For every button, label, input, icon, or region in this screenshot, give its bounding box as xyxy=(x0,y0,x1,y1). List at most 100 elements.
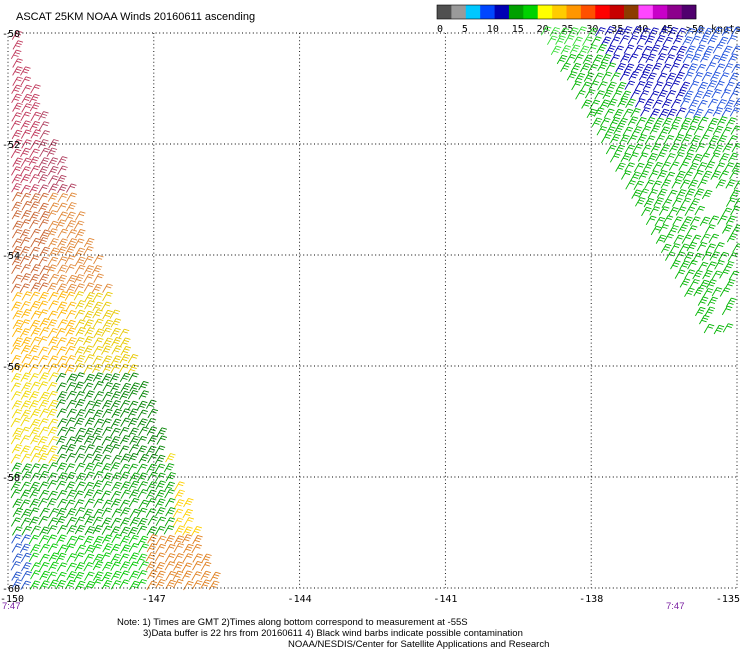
wind-barb xyxy=(663,233,674,243)
wind-barb xyxy=(128,570,140,581)
wind-barb xyxy=(28,507,40,517)
wind-barb xyxy=(208,580,220,590)
wind-barb xyxy=(128,497,140,508)
wind-barb xyxy=(56,571,67,582)
wind-barb xyxy=(29,184,40,194)
wind-barb xyxy=(83,453,94,464)
wind-barb xyxy=(92,409,104,420)
wind-barb xyxy=(165,507,176,517)
wind-barb xyxy=(712,144,724,155)
wind-barb xyxy=(648,170,659,180)
wind-barb xyxy=(38,111,49,121)
wind-barb xyxy=(668,206,679,217)
legend-swatch xyxy=(667,5,682,19)
wind-barb xyxy=(66,373,78,383)
wind-barb xyxy=(56,283,68,293)
wind-barb xyxy=(662,215,674,225)
wind-barb xyxy=(21,84,32,95)
wind-barb xyxy=(641,45,653,56)
wind-barb xyxy=(566,71,578,81)
wind-barb xyxy=(92,372,104,382)
wind-barb xyxy=(46,319,58,329)
wind-barb xyxy=(620,152,632,163)
wind-barb xyxy=(11,471,22,482)
wind-barb xyxy=(28,534,40,545)
wind-barb xyxy=(705,62,717,72)
wind-barb xyxy=(56,435,67,446)
wind-barb xyxy=(210,571,221,582)
wind-barb xyxy=(556,54,568,65)
wind-barb xyxy=(19,426,31,437)
wind-barb xyxy=(30,408,41,419)
wind-barb xyxy=(147,408,159,419)
wind-barb xyxy=(615,81,627,92)
wind-barb xyxy=(111,570,122,581)
wind-barb xyxy=(102,391,113,402)
wind-barb xyxy=(83,310,94,321)
wind-barb xyxy=(101,507,113,517)
wind-barb xyxy=(574,72,586,83)
wind-barb xyxy=(136,553,148,563)
wind-barb xyxy=(92,427,103,438)
wind-barb xyxy=(182,570,193,580)
wind-barb xyxy=(74,516,86,526)
wind-barb xyxy=(56,408,68,418)
wind-barb xyxy=(665,89,677,100)
longitude-label: -150 xyxy=(0,594,24,605)
wind-barb xyxy=(703,323,715,334)
legend-swatch xyxy=(595,5,610,19)
wind-barb xyxy=(21,508,32,519)
wind-barb xyxy=(47,462,59,472)
wind-barb xyxy=(581,99,592,109)
wind-barb xyxy=(83,255,94,266)
wind-barb xyxy=(30,193,41,203)
wind-barb xyxy=(605,144,617,155)
wind-barb xyxy=(46,381,58,392)
wind-barb xyxy=(66,337,77,347)
wind-barb xyxy=(138,499,149,510)
wind-barb xyxy=(39,364,50,374)
wind-barb xyxy=(628,71,640,81)
wind-barb xyxy=(10,354,22,365)
wind-barb xyxy=(155,570,166,581)
wind-barb xyxy=(634,80,646,91)
wind-barb xyxy=(84,498,95,508)
longitude-label: -147 xyxy=(142,594,166,605)
wind-barb xyxy=(183,543,194,554)
wind-barb xyxy=(707,98,719,108)
wind-barb xyxy=(57,444,68,455)
wind-barb xyxy=(127,463,139,473)
wind-barb xyxy=(19,328,31,338)
wind-barb xyxy=(156,435,168,445)
wind-barb xyxy=(30,336,41,346)
wind-barb xyxy=(692,72,704,82)
wind-barb xyxy=(10,283,22,293)
wind-barb xyxy=(48,579,59,589)
wind-barb xyxy=(174,525,185,535)
wind-barb xyxy=(30,84,41,94)
wind-barb xyxy=(683,251,695,261)
wind-barb xyxy=(57,264,68,274)
wind-barb xyxy=(587,27,598,38)
legend-label: 45 xyxy=(661,24,673,35)
wind-barb xyxy=(10,481,22,491)
wind-barb xyxy=(65,579,76,590)
wind-barb xyxy=(580,81,592,92)
wind-barb xyxy=(57,498,68,509)
wind-barb xyxy=(20,580,31,590)
wind-barb xyxy=(21,291,33,301)
wind-barb xyxy=(617,97,628,108)
wind-barb xyxy=(622,108,634,118)
wind-barb xyxy=(128,489,140,499)
wind-barb xyxy=(609,54,621,64)
wind-barb xyxy=(83,562,94,572)
wind-barb xyxy=(687,63,698,73)
wind-barb xyxy=(711,287,723,297)
wind-barb xyxy=(191,543,202,554)
wind-barb xyxy=(654,34,666,45)
wind-barb xyxy=(110,427,121,438)
wind-barb xyxy=(118,328,130,339)
wind-barb xyxy=(38,489,50,500)
wind-barb xyxy=(573,53,584,64)
wind-barb xyxy=(64,543,76,553)
